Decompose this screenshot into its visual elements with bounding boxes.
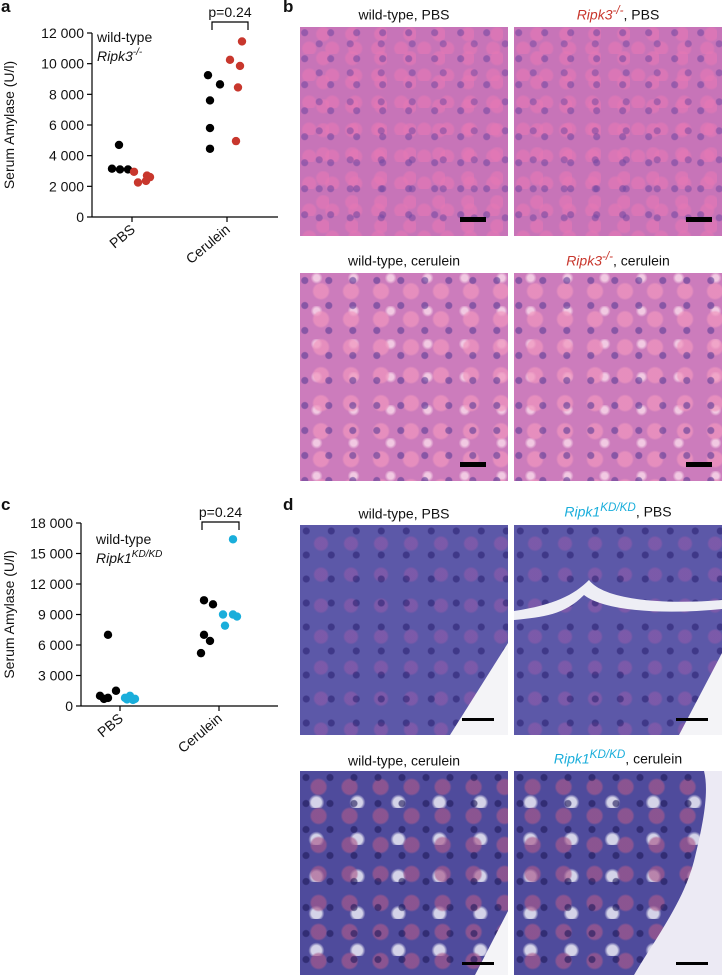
y-tick-label: 6 000 xyxy=(49,117,84,133)
chart-a-amylase-ripk3: 0 2 000 4 000 6 000 8 000 10 000 12 000 Serum A… xyxy=(1,4,278,267)
data-point-mutant xyxy=(220,621,230,630)
significance-bracket xyxy=(201,521,240,530)
y-tick-label: 18 000 xyxy=(30,515,73,531)
micrograph-d-wt-cerulein xyxy=(300,771,508,975)
x-tick-label: Cerulein xyxy=(175,710,225,756)
micrograph-b-wt-cerulein xyxy=(300,273,508,481)
p-value-label: p=0.24 xyxy=(199,504,242,520)
data-point-wild-type xyxy=(103,630,113,640)
data-point-mutant xyxy=(232,612,242,621)
y-tick-label: 4 000 xyxy=(49,148,84,164)
data-point-wild-type xyxy=(205,123,215,133)
y-tick-label: 10 000 xyxy=(41,56,84,72)
x-tick-label: PBS xyxy=(106,221,138,251)
y-tick-label: 2 000 xyxy=(49,178,84,194)
data-point-mutant xyxy=(133,178,143,187)
y-tick-label: 12 000 xyxy=(41,25,84,41)
scale-bar xyxy=(686,462,712,467)
panel-label-d: d xyxy=(283,495,294,514)
tissue-edge xyxy=(450,643,508,735)
data-point-mutant xyxy=(235,61,245,71)
panel-label-a: a xyxy=(1,0,11,16)
data-point-wild-type xyxy=(196,648,206,658)
tissue-edge xyxy=(634,771,722,975)
y-axis-label: Serum Amylase (U/l) xyxy=(1,550,17,678)
y-tick-label: 0 xyxy=(76,209,84,225)
data-point-mutant xyxy=(233,83,243,92)
scale-bar xyxy=(460,462,486,467)
micrograph-d-ripk1-pbs xyxy=(514,525,722,735)
y-axis-label: Serum Amylase (U/l) xyxy=(1,61,17,189)
y-tick-label: 0 xyxy=(65,698,73,714)
panel-b-title-wt-cerulein: wild-type, cerulein xyxy=(347,252,461,269)
data-point-mutant xyxy=(225,55,235,65)
data-point-wild-type xyxy=(111,686,121,695)
data-point-mutant xyxy=(122,695,132,704)
chart-c-amylase-ripk1: 0 3 000 6 000 9 000 12 000 15 000 18 000 Serum … xyxy=(1,504,278,756)
y-tick-label: 8 000 xyxy=(49,86,84,102)
data-point-wild-type xyxy=(199,630,209,640)
significance-bracket xyxy=(211,21,249,30)
y-tick-label: 15 000 xyxy=(30,546,73,562)
data-point-wild-type xyxy=(205,636,215,646)
data-point-wild-type xyxy=(199,596,209,605)
scale-bar xyxy=(462,718,494,721)
panel-d-title-ripk1-cerulein: Ripk1KD/KD, cerulein xyxy=(553,748,683,767)
data-point-mutant xyxy=(228,535,238,544)
micrograph-b-ripk3-pbs xyxy=(514,27,722,236)
micrograph-b-ripk3-cerulein xyxy=(514,273,722,481)
legend-entry: Ripk3-/- xyxy=(97,47,143,64)
y-tick-label: 9 000 xyxy=(38,607,73,623)
data-point-wild-type xyxy=(208,600,218,609)
data-point-wild-type xyxy=(115,165,125,174)
micrograph-b-wt-pbs xyxy=(300,27,508,236)
data-point-wild-type xyxy=(107,164,117,173)
data-point-wild-type xyxy=(205,144,215,153)
x-tick-label: Cerulein xyxy=(183,221,233,267)
tissue-edge xyxy=(514,580,722,735)
panel-d-title-wt-cerulein: wild-type, cerulein xyxy=(347,752,461,769)
micrograph-d-wt-pbs xyxy=(300,525,508,735)
scale-bar xyxy=(686,217,712,222)
tissue-edge xyxy=(475,911,508,975)
x-tick-label: PBS xyxy=(94,710,126,740)
data-point-mutant xyxy=(129,167,139,176)
data-point-wild-type xyxy=(215,80,225,89)
panel-d-title-ripk1-pbs: Ripk1KD/KD, PBS xyxy=(564,501,672,520)
panel-b-title-ripk3-cerulein: Ripk3-/-, cerulein xyxy=(566,250,670,269)
legend-entry: wild-type xyxy=(96,29,152,45)
p-value-label: p=0.24 xyxy=(208,4,251,20)
data-point-wild-type xyxy=(205,96,215,105)
data-point-wild-type xyxy=(99,694,109,704)
panel-label-b: b xyxy=(283,0,294,16)
scale-bar xyxy=(460,217,486,222)
data-point-wild-type xyxy=(114,140,124,150)
panel-b-title-wt-pbs: wild-type, PBS xyxy=(358,6,450,23)
panel-b-title-ripk3-pbs: Ripk3-/-, PBS xyxy=(576,4,660,23)
data-point-mutant xyxy=(231,136,241,146)
scale-bar xyxy=(676,962,708,965)
data-point-mutant xyxy=(141,176,151,186)
panel-label-c: c xyxy=(1,495,11,514)
y-tick-label: 3 000 xyxy=(38,668,73,684)
legend-entry: Ripk1KD/KD xyxy=(96,549,162,566)
y-tick-label: 12 000 xyxy=(30,576,73,592)
legend-entry: wild-type xyxy=(95,531,151,547)
data-point-mutant xyxy=(237,37,247,46)
data-point-mutant xyxy=(218,610,228,619)
panel-d-title-wt-pbs: wild-type, PBS xyxy=(358,505,450,522)
scale-bar xyxy=(462,962,494,965)
scale-bar xyxy=(676,718,708,721)
y-tick-label: 6 000 xyxy=(38,637,73,653)
data-point-mutant xyxy=(128,695,138,705)
micrograph-d-ripk1-cerulein xyxy=(514,771,722,975)
data-point-wild-type xyxy=(203,70,213,80)
